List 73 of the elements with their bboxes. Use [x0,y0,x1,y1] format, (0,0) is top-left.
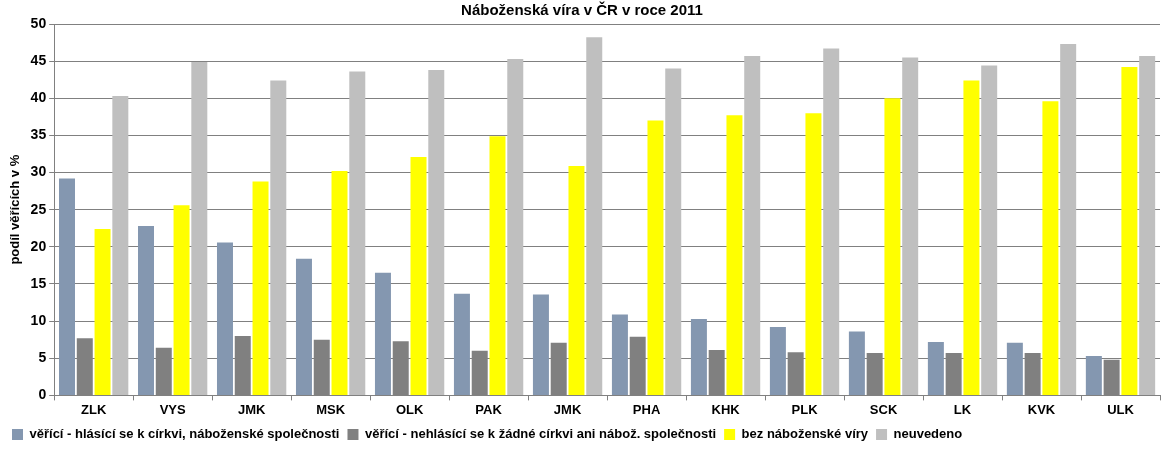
y-tick-label: 50 [30,14,47,31]
bar [1006,342,1023,395]
legend-label: věřící - nehlásící se k žádné církvi ani nábož. společnosti [364,426,717,442]
bar [59,178,76,395]
bar [507,58,524,395]
x-tick-label: OLK [395,401,424,417]
bar [216,242,233,395]
bar [1139,55,1156,395]
y-tick-label: 20 [30,237,47,254]
y-axis-title: podíl věřících v % [7,154,23,265]
bar [112,96,129,395]
x-tick-label: KVK [1027,401,1056,417]
x-tick-label: VYS [159,401,186,417]
y-tick-label: 10 [30,311,47,328]
bar [726,115,743,395]
bar [981,65,998,395]
bar [138,226,154,395]
bar [191,61,208,395]
bar [1121,67,1138,395]
bar [1085,356,1102,395]
bar [410,156,427,395]
bar [349,71,366,395]
bar [532,294,549,395]
y-tick-label: 35 [30,126,47,143]
bar [453,293,470,395]
bar [568,165,585,395]
bar [805,113,822,395]
bar [94,229,111,395]
x-tick-label: JMK [553,401,582,417]
bar [1060,44,1077,395]
x-tick-label: PLK [791,401,819,417]
x-tick-label: JMK [237,401,266,417]
bar [252,181,269,395]
bar [927,341,944,395]
y-tick-label: 5 [38,349,47,366]
bar [586,37,603,395]
bar [489,136,506,395]
bar [428,70,445,395]
bar [331,171,348,395]
y-tick-label: 45 [30,52,47,68]
chart-title: Náboženská víra v ČR v roce 2011 [461,1,703,19]
x-tick-label: ULK [1107,401,1135,417]
bar [647,120,664,395]
bar [1042,101,1059,395]
bar [611,314,628,395]
y-tick-label: 25 [30,200,47,217]
y-tick-label: 40 [30,89,47,106]
bar [744,55,761,395]
x-tick-label: KHK [711,401,741,417]
bar [173,205,190,395]
bar [823,48,840,395]
x-tick-label: ZLK [81,401,107,417]
bar [884,98,901,395]
legend-label: bez náboženské víry [741,426,869,442]
x-tick-label: MSK [316,401,346,417]
y-tick-label: 0 [38,386,47,403]
bar [295,258,312,395]
bar [665,68,682,395]
x-tick-label: SCK [869,401,898,417]
x-tick-label: PAK [475,401,503,417]
bar [902,57,919,395]
legend-label: neuvedeno [893,426,963,442]
y-tick-label: 15 [30,274,47,291]
bar [374,272,391,395]
bar [270,80,287,395]
x-tick-label: PHA [632,401,661,417]
bar [769,327,786,395]
bar [848,331,865,395]
legend-label: věřící - hlásící se k církvi, náboženské společnosti [29,426,340,442]
x-tick-label: LK [953,401,972,417]
bar [963,80,980,395]
y-tick-label: 30 [30,163,47,180]
bar [690,318,707,395]
